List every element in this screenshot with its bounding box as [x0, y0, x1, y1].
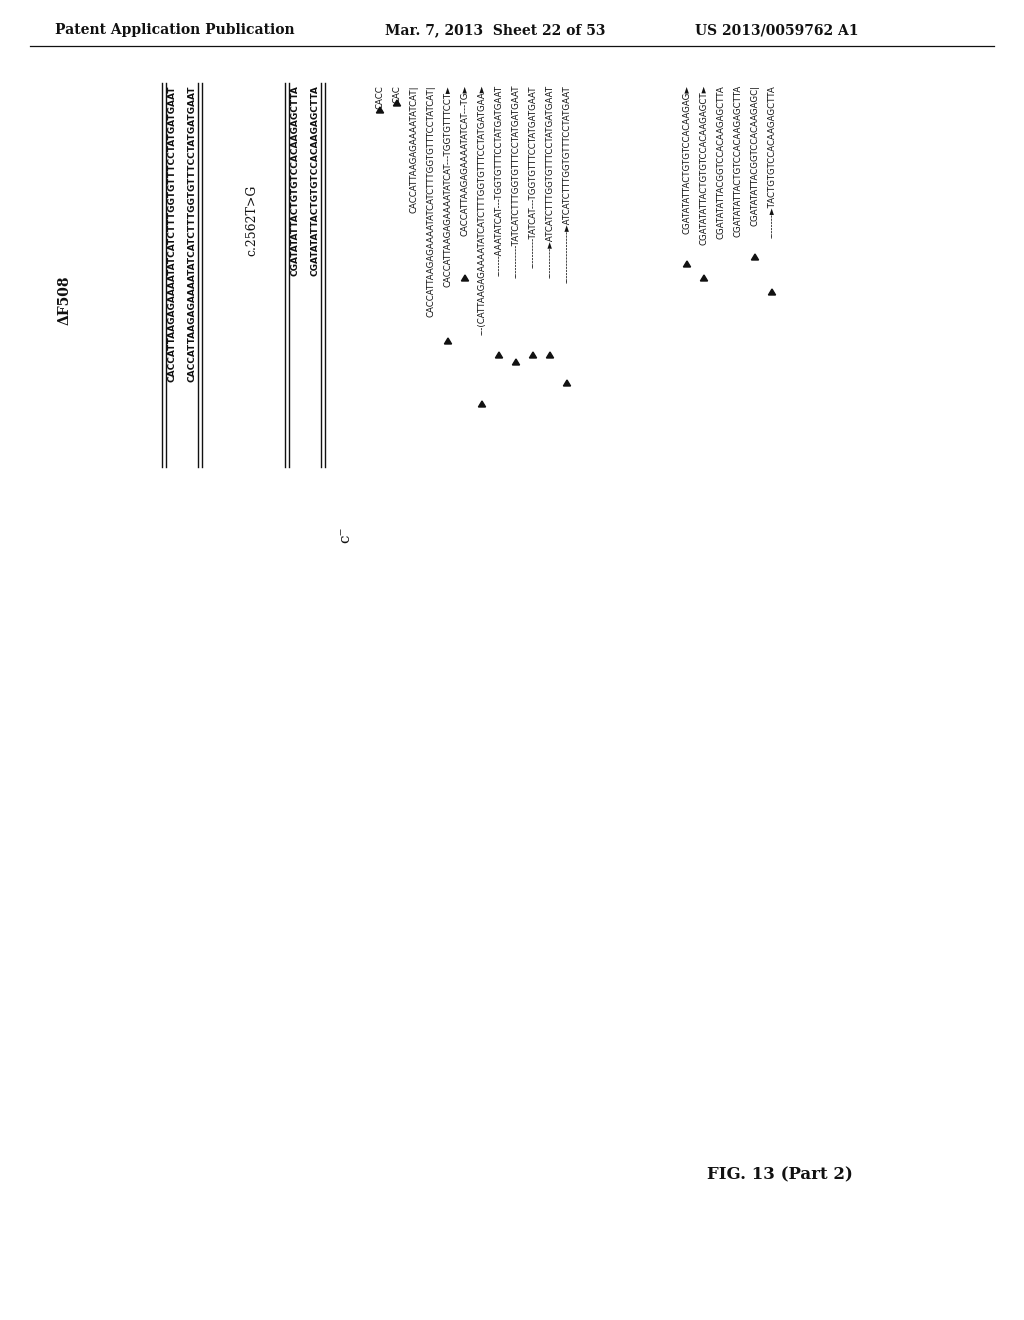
- Polygon shape: [512, 359, 519, 366]
- Text: ΔF508: ΔF508: [58, 276, 72, 325]
- Polygon shape: [563, 380, 570, 385]
- Text: CACCATTAAGAGAAAATATCAT|: CACCATTAAGAGAAAATATCAT|: [410, 84, 419, 213]
- Text: CACCATTAAGAGAAAATATCAT---TG►: CACCATTAAGAGAAAATATCAT---TG►: [461, 84, 469, 236]
- Polygon shape: [768, 289, 775, 294]
- Text: c⁻: c⁻: [338, 527, 352, 544]
- Text: CACCATTAAGAGAAAATATCATCTTTGGTGTTTCCTATCAT|: CACCATTAAGAGAAAATATCATCTTTGGTGTTTCCTATCA…: [427, 84, 435, 317]
- Polygon shape: [700, 275, 708, 281]
- Polygon shape: [683, 261, 690, 267]
- Polygon shape: [444, 338, 452, 345]
- Polygon shape: [547, 352, 554, 358]
- Text: Mar. 7, 2013  Sheet 22 of 53: Mar. 7, 2013 Sheet 22 of 53: [385, 22, 605, 37]
- Text: ----------TATCAT---TGGTGTTTCCTATGATGAAT: ----------TATCAT---TGGTGTTTCCTATGATGAAT: [528, 84, 538, 268]
- Text: FIG. 13 (Part 2): FIG. 13 (Part 2): [707, 1167, 853, 1184]
- Text: CGATATATTACTGTGTCCACAAGAGCTTA: CGATATATTACTGTGTCCACAAGAGCTTA: [310, 84, 319, 276]
- Text: CAC: CAC: [392, 84, 401, 103]
- Text: CGATATATTACTGTGTCCACAAGAGCT►: CGATATATTACTGTGTCCACAAGAGCT►: [699, 84, 709, 246]
- Text: CACCATTAAGAGAAAATATCATCTTTGGTGTTTCCTATGATGAAT: CACCATTAAGAGAAAATATCATCTTTGGTGTTTCCTATGA…: [187, 84, 197, 381]
- Text: CGATATATTACGGTCCACAAGAGC|: CGATATATTACGGTCCACAAGAGC|: [751, 84, 760, 226]
- Polygon shape: [377, 107, 384, 114]
- Text: CGATATATTACTGTGTCCACAAGAGCTTA: CGATATATTACTGTGTCCACAAGAGCTTA: [291, 84, 299, 276]
- Text: c.2562T>G: c.2562T>G: [246, 185, 258, 256]
- Text: CACCATTAAGAGAAAATATCAT---TGGTGTTTCCT►: CACCATTAAGAGAAAATATCAT---TGGTGTTTCCT►: [443, 84, 453, 286]
- Text: -----------TATCATCTTTGGTGTTTCCTATGATGAAT: -----------TATCATCTTTGGTGTTTCCTATGATGAAT: [512, 84, 520, 279]
- Text: -------AAATATCAT---TGGTGTTTCCTATGATGAAT: -------AAATATCAT---TGGTGTTTCCTATGATGAAT: [495, 84, 504, 276]
- Polygon shape: [529, 352, 537, 358]
- Text: CGATATATTACTGTGTCCACAAGAG►: CGATATATTACTGTGTCCACAAGAG►: [683, 84, 691, 234]
- Polygon shape: [478, 401, 485, 407]
- Text: --------►TACTGTGTCCACAAGAGCTTA: --------►TACTGTGTCCACAAGAGCTTA: [768, 84, 776, 238]
- Text: ----------►ATCATCTTTGGTGTTTCCTATGATGAAT: ----------►ATCATCTTTGGTGTTTCCTATGATGAAT: [546, 84, 555, 279]
- Polygon shape: [496, 352, 503, 358]
- Polygon shape: [462, 275, 469, 281]
- Text: CACC: CACC: [376, 84, 384, 108]
- Text: US 2013/0059762 A1: US 2013/0059762 A1: [695, 22, 858, 37]
- Text: CGATATATTACTGTCCACAAGAGCTTA: CGATATATTACTGTCCACAAGAGCTTA: [733, 84, 742, 238]
- Text: ---(CATTAAGAGAAAATATCATCTTTGGTGTTTCCTATGATGAA►: ---(CATTAAGAGAAAATATCATCTTTGGTGTTTCCTATG…: [477, 84, 486, 335]
- Text: CACCATTAAGAGAAAATATCATCTTTGGTGTTTCCTATGATGAAT: CACCATTAAGAGAAAATATCATCTTTGGTGTTTCCTATGA…: [168, 84, 176, 381]
- Polygon shape: [393, 100, 400, 106]
- Polygon shape: [752, 253, 759, 260]
- Text: Patent Application Publication: Patent Application Publication: [55, 22, 295, 37]
- Text: -----------------►ATCATCTTTGGTGTTTCCTATGAAT: -----------------►ATCATCTTTGGTGTTTCCTATG…: [562, 84, 571, 282]
- Text: CGATATATTACGGTCCACAAGAGCTTA: CGATATATTACGGTCCACAAGAGCTTA: [717, 84, 725, 239]
